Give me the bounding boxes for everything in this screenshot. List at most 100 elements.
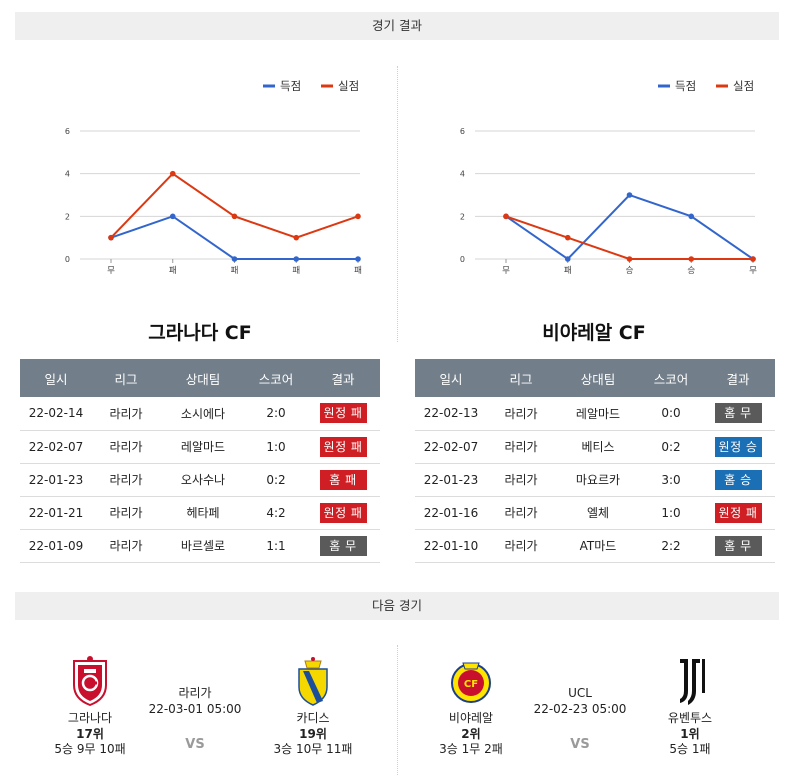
cell-league: 라리가 (92, 430, 160, 464)
data-point (293, 256, 300, 262)
x-tick-label: 패 (169, 265, 177, 275)
cell-league: 라리가 (487, 430, 555, 464)
data-point (355, 213, 361, 220)
team-rank: 17위 (76, 727, 104, 741)
data-point (564, 234, 571, 241)
cell-opponent: 바르셀로 (160, 529, 246, 563)
col-date: 일시 (415, 359, 487, 397)
left-team-name: 그라나다 CF (148, 322, 252, 344)
col-score: 스코어 (246, 359, 306, 397)
cell-score: 0:2 (641, 430, 701, 464)
legend-label: 득점 (280, 79, 301, 93)
cell-opponent: 소시에다 (160, 397, 246, 431)
cell-result: 원정 패 (306, 430, 380, 464)
match-info: 라리가 22-03-01 05:00 VS (140, 685, 250, 753)
result-badge: 원정 패 (319, 502, 367, 523)
cell-date: 22-02-14 (20, 397, 92, 431)
cell-result: 홈 패 (306, 463, 380, 497)
match-datetime: 22-02-23 05:00 (533, 702, 627, 716)
team-name: 비야레알 (448, 711, 494, 725)
result-badge: 홈 무 (714, 535, 762, 556)
vs-label: VS (185, 737, 205, 752)
cell-date: 22-01-23 (415, 463, 487, 497)
x-tick-label: 승 (626, 266, 634, 275)
col-opponent: 상대팀 (160, 359, 246, 397)
data-point (750, 256, 756, 262)
team-record: 3승 1무 2패 (439, 742, 503, 756)
data-point (564, 256, 571, 262)
match-info: UCL 22-02-23 05:00 VS (525, 685, 635, 753)
series-line-scored (110, 215, 358, 260)
team-record: 3승 10무 11패 (273, 742, 353, 756)
cell-score: 3:0 (641, 463, 701, 497)
data-point (503, 213, 509, 220)
cell-opponent: 엘체 (555, 496, 641, 530)
cell-date: 22-01-23 (20, 463, 92, 497)
cell-result: 홈 승 (701, 463, 775, 497)
table-row: 22-02-13 라리가 레알마드 0:0 홈 무 (415, 397, 775, 431)
cell-date: 22-02-13 (415, 397, 487, 431)
match-divider (397, 645, 398, 775)
cell-league: 라리가 (487, 529, 555, 563)
table-row: 22-02-07 라리가 레알마드 1:0 원정 패 (20, 430, 380, 464)
cell-league: 라리가 (487, 463, 555, 497)
team-name: 그라나다 (67, 711, 113, 725)
result-badge: 원정 승 (714, 436, 762, 457)
result-badge: 원정 패 (714, 502, 762, 523)
data-point (626, 192, 633, 198)
x-tick-label: 무 (749, 266, 757, 275)
cell-league: 라리가 (487, 397, 555, 431)
cell-score: 0:2 (246, 463, 306, 497)
home-team: 그라나다 17위 5승 9무 10패 (35, 655, 145, 756)
series-line-conceded (505, 215, 753, 260)
right-results-table: 일시 리그 상대팀 스코어 결과 22-02-13 라리가 레알마드 0:0 홈 무 22… (415, 359, 775, 563)
chart-divider (397, 66, 398, 342)
cell-result: 홈 무 (306, 529, 380, 563)
cell-league: 라리가 (92, 463, 160, 497)
y-tick-label: 4 (65, 170, 70, 179)
vs-label: VS (570, 737, 590, 752)
right-chart-svg: 득점 실점 0 2 4 6 무 패 승 승 무 (460, 79, 757, 275)
cell-opponent: 오사수나 (160, 463, 246, 497)
team-rank: 1위 (680, 727, 700, 741)
x-tick-label: 무 (502, 266, 510, 275)
team-name: 카디스 (296, 711, 330, 725)
y-tick-label: 4 (460, 170, 465, 179)
cell-opponent: 레알마드 (160, 430, 246, 464)
table-row: 22-01-21 라리가 헤타페 4:2 원정 패 (20, 496, 380, 530)
cell-score: 1:0 (246, 430, 306, 464)
table-row: 22-01-09 라리가 바르셀로 1:1 홈 무 (20, 529, 380, 563)
data-point (688, 256, 695, 262)
table-row: 22-01-16 라리가 엘체 1:0 원정 패 (415, 496, 775, 530)
next-match-right: CF 비야레알 2위 3승 1무 2패 UCL 22-02-23 05:00 V… (398, 655, 778, 775)
data-point (355, 256, 361, 262)
cell-result: 홈 무 (701, 529, 775, 563)
x-tick-label: 패 (354, 265, 362, 275)
cell-score: 2:0 (246, 397, 306, 431)
cell-opponent: 헤타페 (160, 496, 246, 530)
away-team: 유벤투스 1위 5승 1패 (635, 655, 745, 756)
col-league: 리그 (92, 359, 160, 397)
x-tick-label: 무 (107, 266, 115, 275)
match-league: UCL (568, 686, 592, 700)
cell-league: 라리가 (487, 496, 555, 530)
chart-legend: 득점 실점 (263, 79, 359, 93)
cell-date: 22-02-07 (20, 430, 92, 464)
cell-score: 4:2 (246, 496, 306, 530)
villarreal-crest-icon: CF (451, 662, 491, 703)
table-row: 22-02-14 라리가 소시에다 2:0 원정 패 (20, 397, 380, 431)
series-line-scored (505, 193, 754, 261)
data-point (231, 256, 238, 262)
x-tick-label: 패 (292, 265, 300, 275)
x-tick-label: 승 (687, 266, 695, 275)
cell-date: 22-01-21 (20, 496, 92, 530)
table-header-row: 일시 리그 상대팀 스코어 결과 (415, 359, 775, 397)
result-badge: 홈 패 (319, 469, 367, 490)
y-tick-label: 0 (460, 255, 465, 264)
col-league: 리그 (487, 359, 555, 397)
cell-score: 0:0 (641, 397, 701, 431)
cell-score: 2:2 (641, 529, 701, 563)
team-rank: 2위 (461, 727, 481, 741)
home-team: CF 비야레알 2위 3승 1무 2패 (416, 655, 526, 756)
match-league: 라리가 (178, 686, 212, 700)
